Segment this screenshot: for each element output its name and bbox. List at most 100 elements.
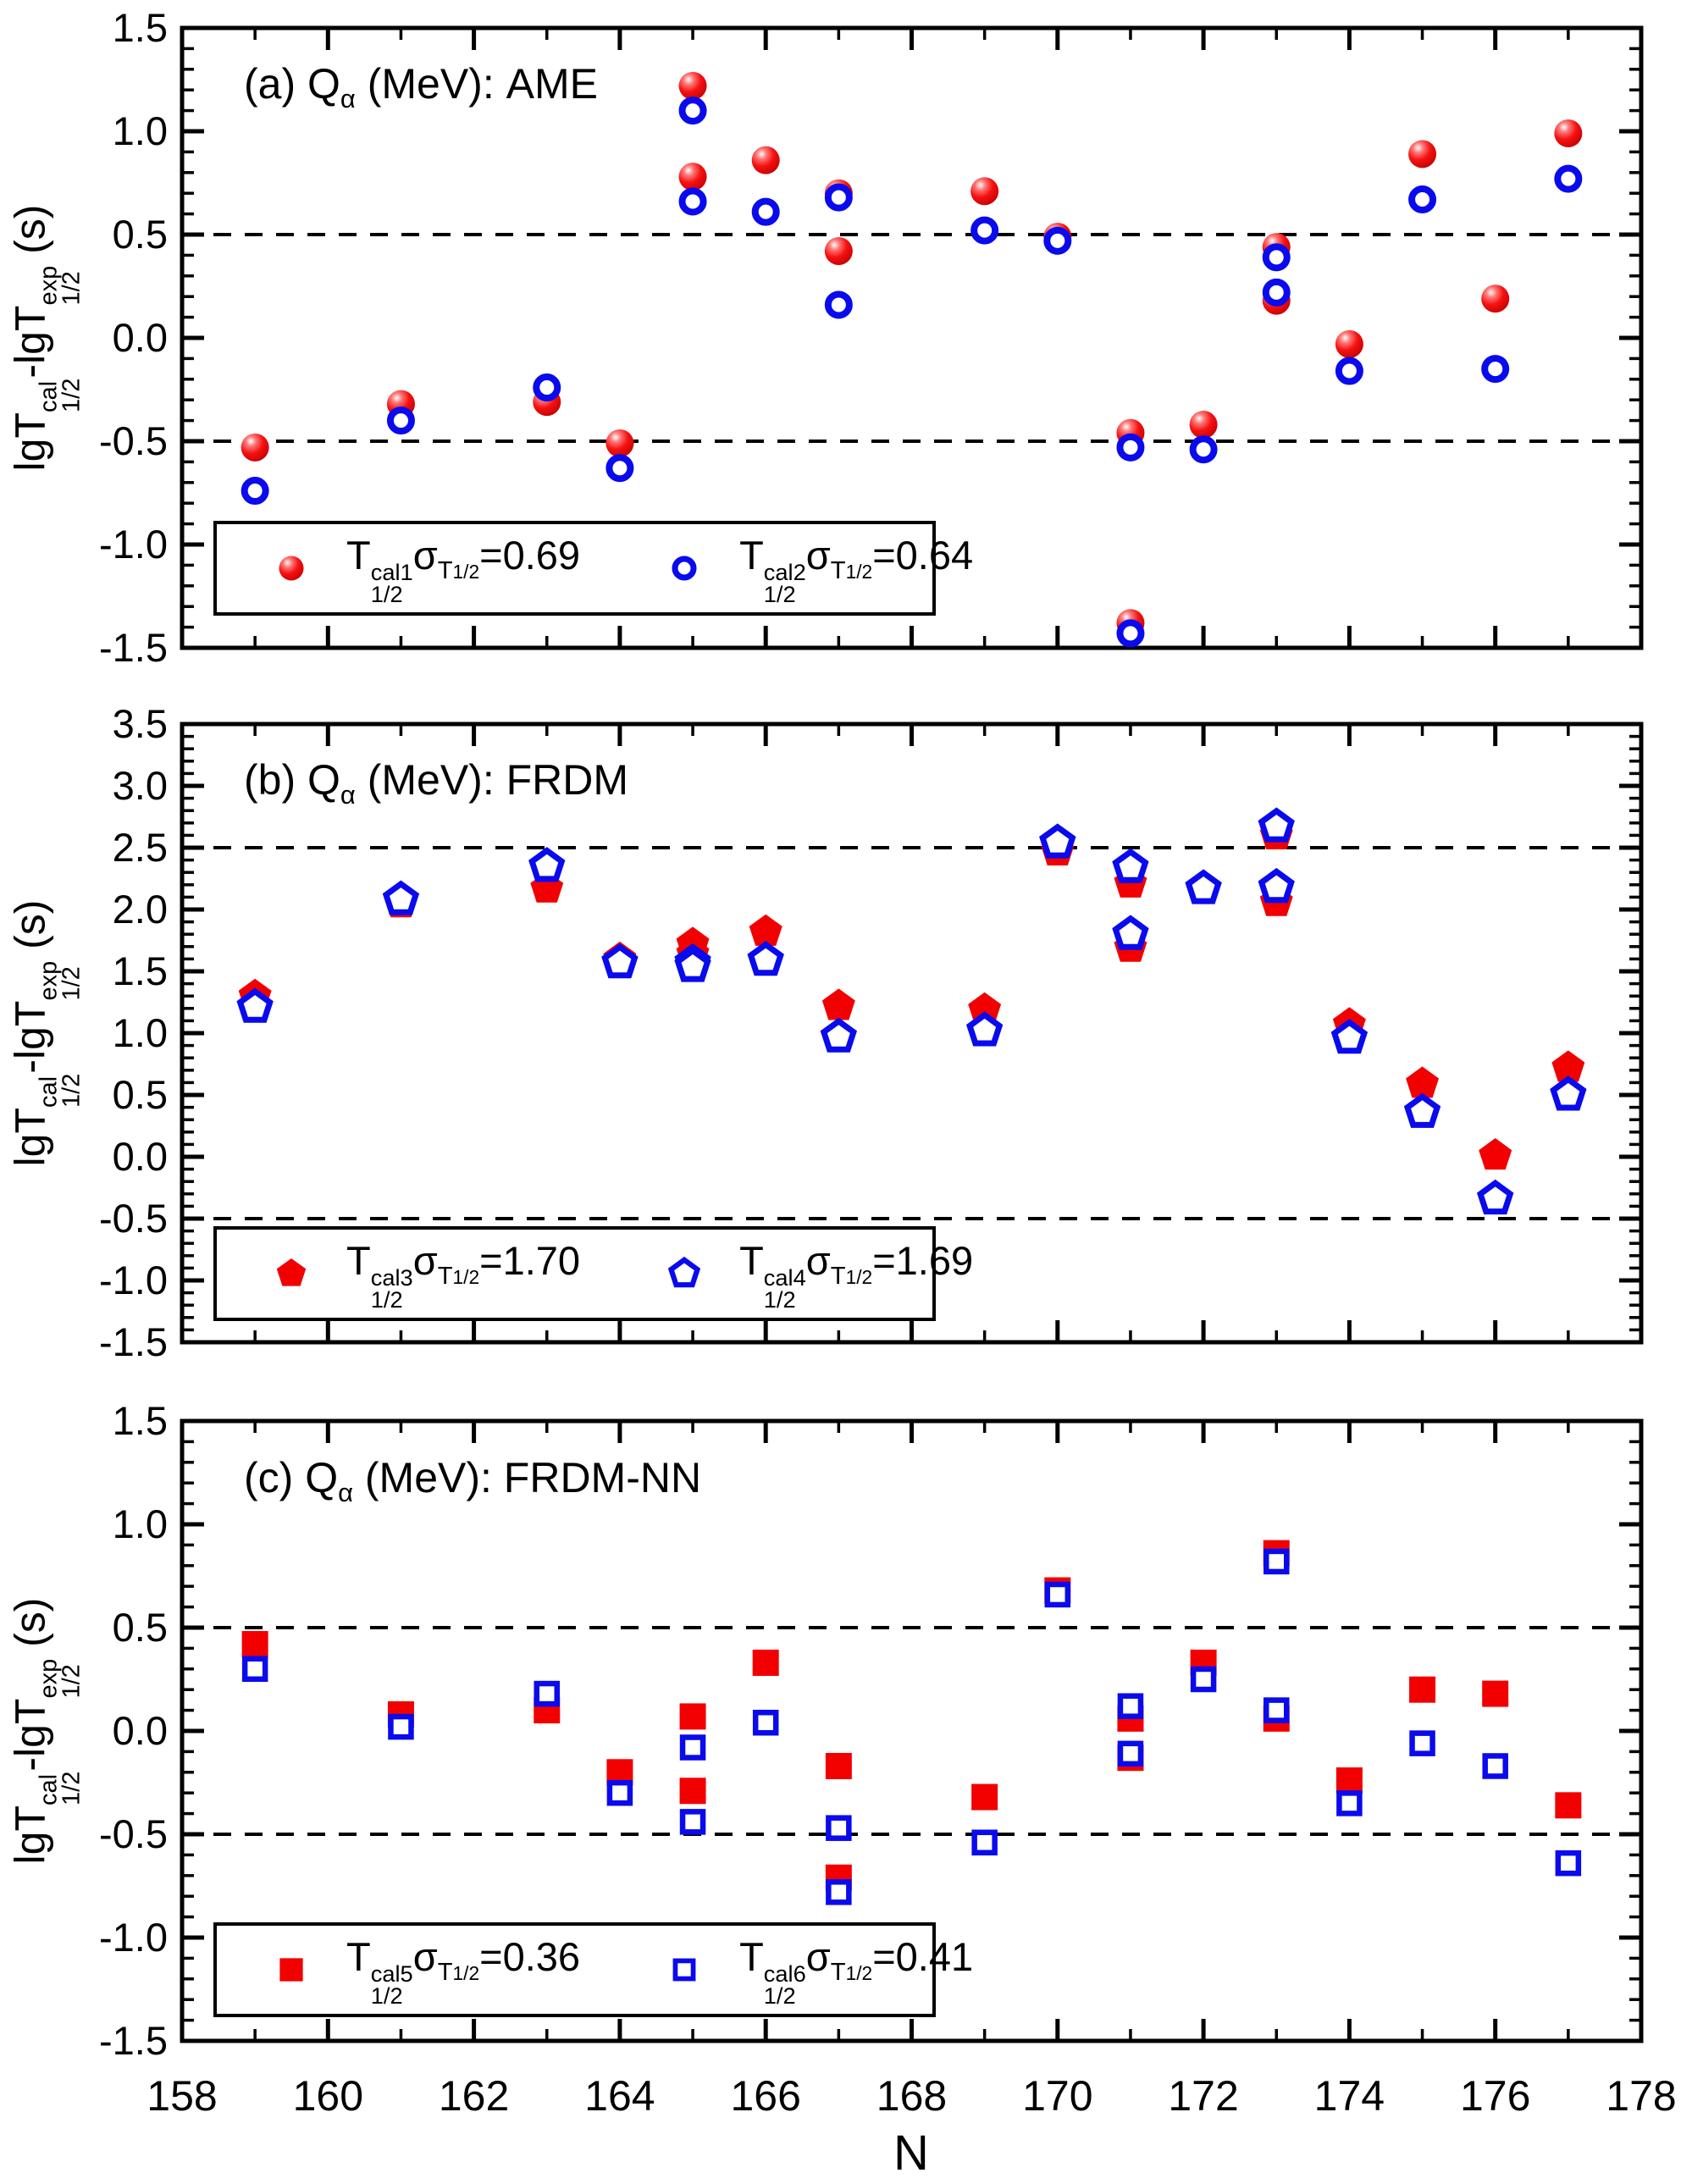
legend-stack: cal3 1/2 xyxy=(370,1266,413,1313)
panel-b-y-tick-label: -0.5 xyxy=(99,1196,168,1241)
x-tick-label: 168 xyxy=(876,2072,947,2120)
panel-b-y-tick-label: 3.5 xyxy=(113,701,168,746)
panel-c-y-tick-label: 0.0 xyxy=(113,1708,168,1753)
point-b-T_cal4-N174 xyxy=(1330,1018,1369,1054)
point-a-T_cal2-N170 xyxy=(1043,226,1072,255)
point-c-T_cal5-N174 xyxy=(1335,1767,1363,1794)
legend-marker-square-filled-icon xyxy=(279,1958,303,1982)
point-c-T_cal6-N166 xyxy=(752,1709,779,1736)
legend-sigma: σ xyxy=(412,533,438,578)
point-b-T_cal3-N176 xyxy=(1479,1138,1512,1170)
ylab-text: -lgT xyxy=(6,1698,54,1772)
x-tick-label: 174 xyxy=(1314,2072,1385,2120)
point-a-T_cal2-N176 xyxy=(1481,355,1510,384)
point-c-T_cal5-N175 xyxy=(1409,1676,1436,1703)
panel-a-title: (a) Qα (MeV): AME xyxy=(244,59,598,114)
point-c-T_cal6-N161 xyxy=(388,1713,414,1740)
legend-stack: cal5 1/2 xyxy=(371,1962,413,2006)
panel-c-x-ticks xyxy=(180,1421,1644,2041)
legend-sub: 1/2 xyxy=(763,1286,796,1313)
point-a-T_cal2-N172 xyxy=(1189,435,1218,464)
point-c-T_cal6-N164 xyxy=(606,1779,633,1806)
point-a-T_cal2-N165 xyxy=(678,97,707,125)
x-tick-label: 162 xyxy=(439,2072,509,2120)
ylab-stack: cal 1/2 xyxy=(35,379,85,412)
point-a-T_cal1-N165 xyxy=(678,163,707,191)
point-a-T_cal2-N167 xyxy=(824,183,853,212)
point-a-T_cal2-N171 xyxy=(1116,433,1145,462)
ylab-sub: 1/2 xyxy=(57,1073,85,1108)
point-b-T_cal4-N161 xyxy=(382,880,420,915)
legend-sigma-sub-frac: 1/2 xyxy=(452,1265,480,1288)
panel-a-y-tick-label: 1.5 xyxy=(113,5,168,50)
ylab-text: -lgT xyxy=(6,305,54,379)
legend-sigma-sub-frac: 1/2 xyxy=(845,560,873,583)
legend-marker-circle-open-icon xyxy=(672,556,697,581)
ylab-sub: 1/2 xyxy=(57,271,85,306)
point-b-T_cal4-N175 xyxy=(1403,1092,1441,1128)
panel-b-y-tick-label: 1.5 xyxy=(113,948,168,993)
panel-c: 1.5 1.0 0.5 0.0 -0.5 -1.0 -1.5 xyxy=(99,1398,1644,2063)
panel-b-y-tick-label: 0.0 xyxy=(113,1134,168,1179)
title-post: (MeV): FRDM xyxy=(355,756,629,804)
panel-b-y-tick-label: 1.0 xyxy=(113,1010,168,1055)
legend-sigma-sub: T1/2 xyxy=(438,1263,479,1290)
panel-b-y-tick-label: -1.5 xyxy=(99,1319,168,1364)
legend-sigma-value: =0.41 xyxy=(872,1934,974,1980)
ylab-text: lgT xyxy=(6,1107,54,1167)
ylab-sub: 1/2 xyxy=(57,966,85,1001)
legend-sub: 1/2 xyxy=(763,1982,796,2009)
point-a-T_cal1-N167 xyxy=(824,237,853,266)
panel-c-y-ticks xyxy=(182,1418,1641,2043)
x-tick-label: 160 xyxy=(293,2072,363,2120)
point-b-T_cal4-N177 xyxy=(1550,1075,1587,1111)
legend-sub: 1/2 xyxy=(370,1286,403,1313)
point-b-T_cal4-N165 xyxy=(674,947,711,982)
legend-marker-square-open-icon xyxy=(672,1958,696,1982)
point-c-T_cal6-N167 xyxy=(826,1815,852,1841)
panel-a-y-ticks xyxy=(182,25,1641,650)
legend-marker-pentagon-open-icon xyxy=(667,1256,701,1288)
ylab-sup: exp xyxy=(35,1658,63,1699)
legend-sigma-sub-T: T xyxy=(830,1958,846,1986)
point-c-T_cal5-N177 xyxy=(1555,1792,1582,1819)
x-tick-label: 176 xyxy=(1460,2072,1530,2120)
legend-T: T xyxy=(739,533,764,578)
point-b-T_cal4-N171 xyxy=(1112,848,1149,883)
legend-T: T xyxy=(739,1238,764,1284)
ylab-stack: exp 1/2 xyxy=(35,266,85,306)
point-b-T_cal4-N163 xyxy=(528,847,566,882)
panel-b-y-tick-label: -1.0 xyxy=(99,1258,168,1302)
panel-c-y-tick-label: 1.0 xyxy=(113,1501,168,1546)
legend-stack: cal2 1/2 xyxy=(764,561,806,605)
point-c-T_cal5-N159 xyxy=(241,1631,268,1658)
legend-stack: cal6 1/2 xyxy=(763,1962,806,2009)
legend-sigma-sub-frac: 1/2 xyxy=(845,1961,873,1984)
point-a-T_cal1-N175 xyxy=(1408,140,1437,169)
panel-a-y-tick-label: -0.5 xyxy=(99,418,168,463)
ylab-sub: 1/2 xyxy=(57,1771,85,1805)
point-b-T_cal4-N159 xyxy=(236,987,274,1023)
legend-sigma-value: =1.70 xyxy=(479,1238,581,1284)
x-tick-label: 164 xyxy=(584,2072,655,2120)
point-a-T_cal2-N164 xyxy=(605,454,634,483)
point-b-T_cal4-N171 xyxy=(1112,915,1149,950)
legend-marker-shape xyxy=(279,556,304,581)
legend-sigma: σ xyxy=(412,1238,438,1284)
point-a-T_cal1-N177 xyxy=(1554,119,1583,147)
point-b-T_cal4-N170 xyxy=(1039,823,1076,859)
panel-a-y-tick-label: 1.0 xyxy=(113,108,168,153)
legend-sigma-sub-frac: 1/2 xyxy=(452,560,480,583)
title-pre: (b) Q xyxy=(244,756,340,804)
point-c-T_cal6-N170 xyxy=(1044,1581,1071,1608)
legend-sigma-sub: T1/2 xyxy=(831,1959,872,1986)
title-sub: α xyxy=(338,1477,354,1507)
panel-b-x-ticks xyxy=(180,724,1644,1342)
panel-a-y-tick-label: -1.0 xyxy=(99,522,168,567)
legend-sigma: σ xyxy=(805,1934,831,1980)
legend-sup: cal4 xyxy=(763,1264,806,1291)
